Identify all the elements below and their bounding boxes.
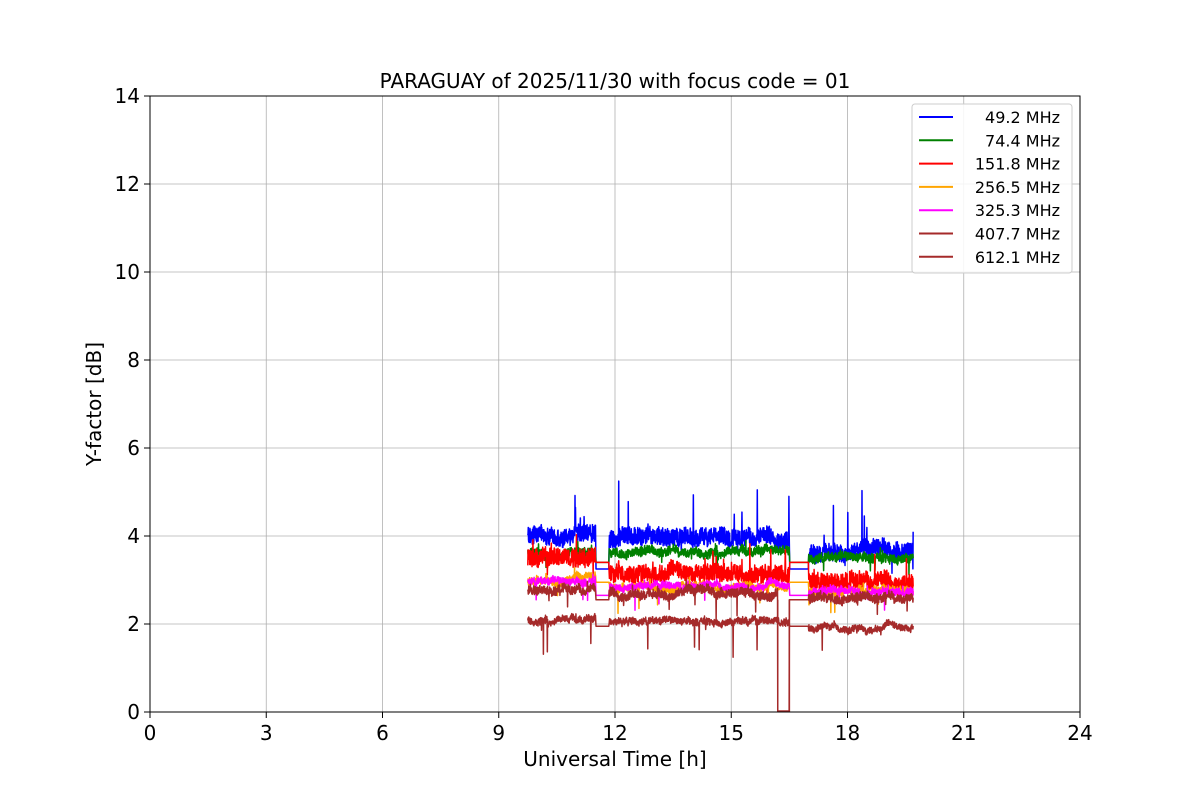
legend-label: 49.2 MHz bbox=[980, 108, 1060, 127]
y-axis: 0 2 4 6 8 10 12 14 bbox=[115, 84, 150, 724]
x-tick-label: 15 bbox=[719, 721, 744, 745]
series-line-49-2-mhz bbox=[527, 480, 914, 575]
series-line-407-7-mhz bbox=[527, 579, 914, 712]
chart-title: PARAGUAY of 2025/11/30 with focus code =… bbox=[380, 69, 851, 93]
x-tick-label: 9 bbox=[492, 721, 505, 745]
y-tick-label: 2 bbox=[127, 612, 140, 636]
legend-label: 74.4 MHz bbox=[980, 131, 1060, 150]
y-tick-label: 10 bbox=[115, 260, 140, 284]
x-axis: 0 3 6 9 12 15 18 21 24 bbox=[144, 712, 1093, 745]
x-tick-label: 18 bbox=[835, 721, 860, 745]
legend-label: 407.7 MHz bbox=[975, 225, 1060, 244]
x-tick-label: 24 bbox=[1067, 721, 1092, 745]
legend: 49.2 MHz 74.4 MHz 151.8 MHz 256.5 MHz 325.3… bbox=[911, 103, 1073, 274]
x-axis-label: Universal Time [h] bbox=[523, 747, 706, 771]
legend-label: 256.5 MHz bbox=[975, 178, 1060, 197]
series-line-612-1-mhz bbox=[527, 612, 914, 658]
y-tick-label: 12 bbox=[115, 172, 140, 196]
y-tick-label: 0 bbox=[127, 700, 140, 724]
x-tick-label: 0 bbox=[144, 721, 157, 745]
x-tick-label: 3 bbox=[260, 721, 273, 745]
y-tick-label: 6 bbox=[127, 436, 140, 460]
y-tick-label: 14 bbox=[115, 84, 140, 108]
series-dropout bbox=[777, 599, 791, 712]
legend-label: 151.8 MHz bbox=[975, 155, 1060, 174]
y-axis-label: Y-factor [dB] bbox=[82, 342, 106, 467]
legend-box bbox=[911, 103, 1073, 274]
y-tick-label: 8 bbox=[127, 348, 140, 372]
legend-label: 612.1 MHz bbox=[975, 248, 1060, 267]
legend-label: 325.3 MHz bbox=[975, 201, 1060, 220]
plot-area-series bbox=[527, 480, 914, 712]
x-tick-label: 12 bbox=[602, 721, 627, 745]
series-line-151-8-mhz bbox=[527, 534, 914, 603]
x-tick-label: 21 bbox=[951, 721, 976, 745]
y-tick-label: 4 bbox=[127, 524, 140, 548]
x-tick-label: 6 bbox=[376, 721, 389, 745]
